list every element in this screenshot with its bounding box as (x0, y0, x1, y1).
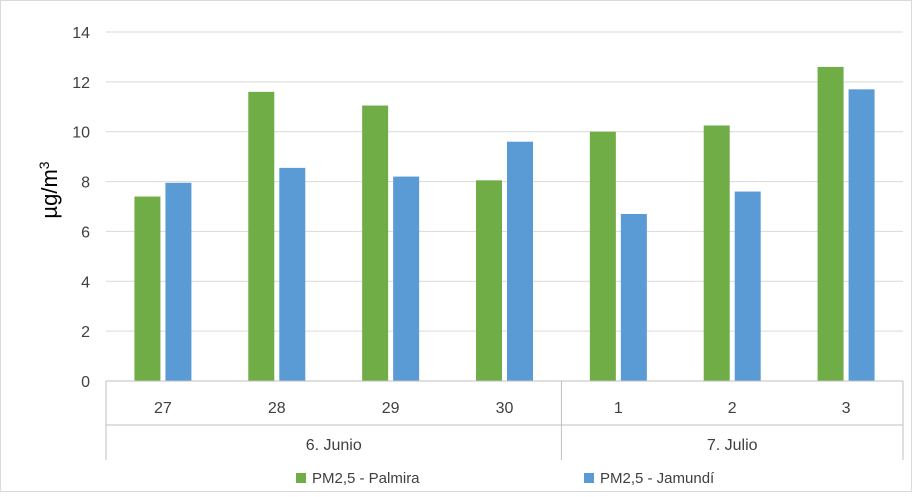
y-tick-label: 0 (81, 374, 90, 391)
y-tick-label: 12 (72, 75, 90, 92)
bar-palmira (589, 131, 616, 381)
y-axis-label: µg/m3 (36, 161, 62, 218)
bar-jamundi (848, 89, 875, 381)
legend-label: PM2,5 - Jamundí (600, 470, 715, 487)
x-group-label: 6. Junio (306, 437, 362, 454)
y-axis-label-superscript: 3 (36, 161, 52, 169)
y-tick-label: 4 (81, 274, 90, 291)
y-tick-label: 2 (81, 324, 90, 341)
x-category-label: 1 (614, 400, 623, 417)
y-tick-label: 8 (81, 175, 90, 192)
bar-palmira (703, 125, 730, 381)
bar-jamundi (507, 141, 533, 381)
bar-palmira (362, 105, 389, 382)
bar-palmira (134, 196, 161, 381)
bar-palmira (817, 66, 844, 382)
x-category-label: 30 (496, 400, 514, 417)
y-tick-label: 10 (72, 125, 90, 142)
legend-label: PM2,5 - Palmira (312, 470, 420, 487)
x-category-label: 29 (382, 400, 400, 417)
bar-palmira (248, 91, 275, 381)
gridlines (106, 31, 903, 332)
bar-jamundi (620, 213, 647, 381)
bars (134, 66, 875, 382)
x-category-label: 2 (728, 400, 737, 417)
legend-swatch (584, 473, 594, 483)
x-category-label: 28 (268, 400, 286, 417)
x-category-label: 27 (154, 400, 172, 417)
y-axis-label-text: µg/m (37, 169, 62, 218)
bar-jamundi (734, 191, 761, 381)
legend: PM2,5 - Palmira PM2,5 - Jamundí (296, 470, 715, 487)
y-tick-label: 6 (81, 224, 90, 241)
bar-jamundi (279, 167, 306, 381)
bar-jamundi (393, 176, 420, 381)
bar-jamundi (165, 182, 192, 381)
x-group-label: 7. Julio (707, 437, 758, 454)
legend-swatch (296, 473, 306, 483)
y-tick-label: 14 (72, 25, 90, 42)
bar-palmira (476, 180, 502, 381)
x-category-label: 3 (842, 400, 851, 417)
